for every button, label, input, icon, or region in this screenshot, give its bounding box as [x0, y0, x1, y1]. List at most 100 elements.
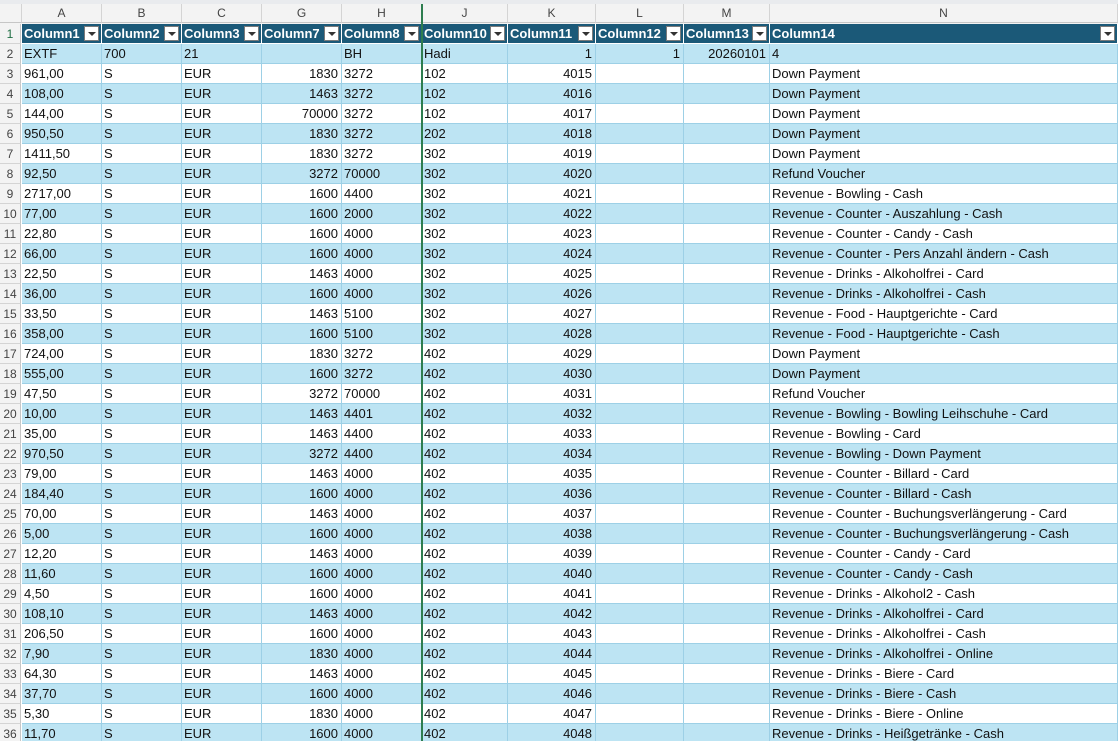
table-cell[interactable]: S — [102, 344, 182, 364]
table-cell[interactable]: 3272 — [262, 384, 342, 404]
table-cell[interactable]: 4032 — [508, 404, 596, 424]
table-cell[interactable]: 4000 — [342, 664, 422, 684]
filter-dropdown-icon[interactable] — [324, 26, 339, 41]
table-cell[interactable]: 402 — [422, 704, 508, 724]
table-cell[interactable]: Revenue - Counter - Buchungsverlängerung… — [770, 504, 1118, 524]
table-cell[interactable] — [684, 704, 770, 724]
table-cell[interactable] — [596, 344, 684, 364]
table-cell[interactable]: Down Payment — [770, 64, 1118, 84]
row-number[interactable]: 21 — [0, 424, 21, 444]
table-cell[interactable]: 1463 — [262, 504, 342, 524]
table-cell[interactable] — [684, 504, 770, 524]
table-cell[interactable] — [684, 664, 770, 684]
table-cell[interactable]: 402 — [422, 644, 508, 664]
table-cell[interactable]: Revenue - Bowling - Down Payment — [770, 444, 1118, 464]
table-cell[interactable]: S — [102, 244, 182, 264]
table-cell[interactable] — [596, 64, 684, 84]
row-number[interactable]: 2 — [0, 44, 21, 64]
table-cell[interactable]: 4047 — [508, 704, 596, 724]
table-cell[interactable]: Refund Voucher — [770, 384, 1118, 404]
table-cell[interactable]: 108,00 — [22, 84, 102, 104]
table-cell[interactable]: 402 — [422, 484, 508, 504]
table-cell[interactable]: BH — [342, 44, 422, 64]
table-cell[interactable]: 144,00 — [22, 104, 102, 124]
row-number[interactable]: 17 — [0, 344, 21, 364]
table-cell[interactable]: Revenue - Counter - Auszahlung - Cash — [770, 204, 1118, 224]
column-letter-header[interactable]: A — [22, 4, 102, 23]
table-cell[interactable]: S — [102, 364, 182, 384]
column-header-cell[interactable]: Column11 — [508, 24, 596, 44]
table-cell[interactable]: 4000 — [342, 524, 422, 544]
table-cell[interactable]: S — [102, 64, 182, 84]
freeze-pane-divider[interactable] — [421, 4, 423, 741]
table-cell[interactable]: 950,50 — [22, 124, 102, 144]
row-number[interactable]: 15 — [0, 304, 21, 324]
table-cell[interactable]: Revenue - Drinks - Biere - Cash — [770, 684, 1118, 704]
select-all-corner[interactable] — [0, 4, 22, 23]
table-cell[interactable]: S — [102, 564, 182, 584]
filter-dropdown-icon[interactable] — [578, 26, 593, 41]
table-cell[interactable]: 4025 — [508, 264, 596, 284]
table-cell[interactable]: Revenue - Drinks - Alkoholfrei - Card — [770, 604, 1118, 624]
table-cell[interactable]: EUR — [182, 464, 262, 484]
row-number[interactable]: 11 — [0, 224, 21, 244]
table-cell[interactable]: EUR — [182, 704, 262, 724]
row-number[interactable]: 18 — [0, 364, 21, 384]
table-cell[interactable]: Revenue - Drinks - Alkoholfrei - Card — [770, 264, 1118, 284]
table-cell[interactable]: S — [102, 104, 182, 124]
table-cell[interactable]: 102 — [422, 104, 508, 124]
table-cell[interactable]: 37,70 — [22, 684, 102, 704]
table-cell[interactable]: 4000 — [342, 564, 422, 584]
table-cell[interactable]: 4022 — [508, 204, 596, 224]
table-cell[interactable]: 3272 — [342, 344, 422, 364]
table-cell[interactable]: Revenue - Bowling - Card — [770, 424, 1118, 444]
table-cell[interactable]: EUR — [182, 64, 262, 84]
table-cell[interactable]: Down Payment — [770, 104, 1118, 124]
table-cell[interactable]: S — [102, 444, 182, 464]
table-cell[interactable] — [596, 224, 684, 244]
table-cell[interactable]: 700 — [102, 44, 182, 64]
row-number[interactable]: 30 — [0, 604, 21, 624]
table-cell[interactable]: 4042 — [508, 604, 596, 624]
table-cell[interactable] — [596, 544, 684, 564]
table-cell[interactable]: 102 — [422, 64, 508, 84]
row-number[interactable]: 28 — [0, 564, 21, 584]
filter-dropdown-icon[interactable] — [666, 26, 681, 41]
table-cell[interactable]: 184,40 — [22, 484, 102, 504]
table-cell[interactable]: 1600 — [262, 624, 342, 644]
table-cell[interactable]: EUR — [182, 144, 262, 164]
table-cell[interactable]: 35,00 — [22, 424, 102, 444]
table-cell[interactable]: 402 — [422, 344, 508, 364]
table-cell[interactable]: 77,00 — [22, 204, 102, 224]
table-cell[interactable]: EUR — [182, 484, 262, 504]
table-cell[interactable]: 724,00 — [22, 344, 102, 364]
table-cell[interactable] — [684, 404, 770, 424]
table-cell[interactable]: 108,10 — [22, 604, 102, 624]
table-cell[interactable] — [596, 124, 684, 144]
table-cell[interactable]: 11,70 — [22, 724, 102, 741]
table-cell[interactable]: S — [102, 84, 182, 104]
table-cell[interactable]: 4035 — [508, 464, 596, 484]
table-cell[interactable]: 4029 — [508, 344, 596, 364]
table-cell[interactable]: 1463 — [262, 604, 342, 624]
table-cell[interactable]: 5,00 — [22, 524, 102, 544]
table-cell[interactable]: EUR — [182, 84, 262, 104]
column-header-cell[interactable]: Column3 — [182, 24, 262, 44]
table-cell[interactable]: 302 — [422, 264, 508, 284]
table-cell[interactable]: 5,30 — [22, 704, 102, 724]
table-cell[interactable]: 47,50 — [22, 384, 102, 404]
table-cell[interactable]: EUR — [182, 324, 262, 344]
column-letter-header[interactable]: J — [422, 4, 508, 23]
table-cell[interactable]: 1830 — [262, 64, 342, 84]
table-cell[interactable]: 4024 — [508, 244, 596, 264]
table-cell[interactable]: 1600 — [262, 184, 342, 204]
table-cell[interactable]: EUR — [182, 384, 262, 404]
table-cell[interactable]: 12,20 — [22, 544, 102, 564]
table-cell[interactable]: Revenue - Drinks - Alkohol2 - Cash — [770, 584, 1118, 604]
column-letter-header[interactable]: B — [102, 4, 182, 23]
table-cell[interactable]: 1463 — [262, 304, 342, 324]
table-cell[interactable] — [596, 584, 684, 604]
table-cell[interactable]: 1600 — [262, 564, 342, 584]
table-cell[interactable] — [684, 284, 770, 304]
table-cell[interactable]: 1600 — [262, 524, 342, 544]
